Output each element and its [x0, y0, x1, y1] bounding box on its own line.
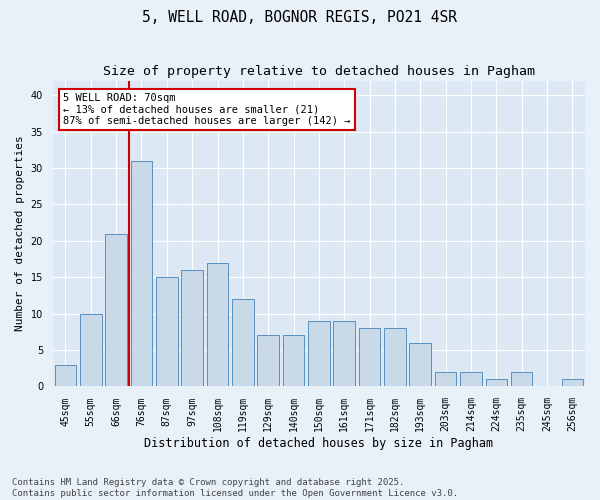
Bar [308, 321, 329, 386]
Bar [156, 277, 178, 386]
Bar [334, 321, 355, 386]
Bar [562, 379, 583, 386]
Bar [485, 379, 507, 386]
Text: Contains HM Land Registry data © Crown copyright and database right 2025.
Contai: Contains HM Land Registry data © Crown c… [12, 478, 458, 498]
Bar [207, 262, 228, 386]
Y-axis label: Number of detached properties: Number of detached properties [15, 136, 25, 332]
Bar [55, 364, 76, 386]
Title: Size of property relative to detached houses in Pagham: Size of property relative to detached ho… [103, 65, 535, 78]
Bar [460, 372, 482, 386]
Bar [435, 372, 457, 386]
Text: 5, WELL ROAD, BOGNOR REGIS, PO21 4SR: 5, WELL ROAD, BOGNOR REGIS, PO21 4SR [143, 10, 458, 25]
Bar [409, 343, 431, 386]
Bar [181, 270, 203, 386]
Text: 5 WELL ROAD: 70sqm
← 13% of detached houses are smaller (21)
87% of semi-detache: 5 WELL ROAD: 70sqm ← 13% of detached hou… [64, 93, 351, 126]
Bar [384, 328, 406, 386]
X-axis label: Distribution of detached houses by size in Pagham: Distribution of detached houses by size … [145, 437, 493, 450]
Bar [511, 372, 532, 386]
Bar [131, 160, 152, 386]
Bar [283, 336, 304, 386]
Bar [232, 299, 254, 386]
Bar [257, 336, 279, 386]
Bar [359, 328, 380, 386]
Bar [80, 314, 101, 386]
Bar [106, 234, 127, 386]
